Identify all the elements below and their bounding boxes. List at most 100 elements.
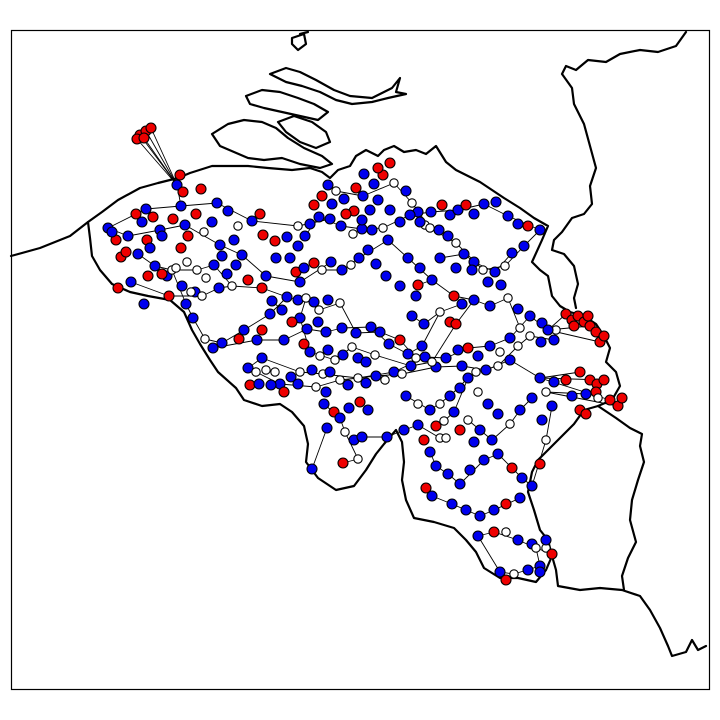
bus-node: [472, 350, 484, 362]
generator-node: [460, 199, 472, 211]
junction-node: [171, 263, 181, 273]
grid-line-edge: [477, 535, 501, 573]
bus-node: [468, 294, 480, 306]
bus-node: [106, 226, 118, 238]
junction-node: [478, 265, 488, 275]
junction-node: [463, 415, 473, 425]
bus-node: [292, 240, 304, 252]
france-east-border: [550, 554, 708, 658]
junction-node: [541, 387, 551, 397]
junction-node: [192, 265, 202, 275]
junction-node: [251, 367, 261, 377]
bus-node: [313, 211, 325, 223]
bus-node: [325, 256, 337, 268]
generator-node: [308, 257, 320, 269]
bus-node: [410, 290, 422, 302]
bus-node: [442, 468, 454, 480]
generator-node: [167, 213, 179, 225]
generator-node: [372, 162, 384, 174]
bus-node: [426, 274, 438, 286]
bus-node: [318, 398, 330, 410]
generator-node: [598, 374, 610, 386]
bus-node: [278, 334, 290, 346]
generator-node: [337, 457, 349, 469]
junction-node: [182, 257, 192, 267]
bus-node: [506, 247, 518, 259]
grid-line-edge: [311, 427, 328, 470]
generator-node: [546, 548, 558, 560]
bus-node: [246, 215, 258, 227]
grid-line-edge: [431, 323, 457, 363]
bus-node: [222, 205, 234, 217]
generator-node: [308, 199, 320, 211]
bus-node: [430, 460, 442, 472]
bus-node: [492, 448, 504, 460]
bus-node: [534, 372, 546, 384]
bus-node: [356, 431, 368, 443]
generator-node: [175, 242, 187, 254]
bus-node: [140, 203, 152, 215]
junction-node: [201, 273, 211, 283]
junction-node: [335, 375, 345, 385]
junction-node: [311, 382, 321, 392]
generator-node: [112, 282, 124, 294]
bus-node: [548, 334, 560, 346]
junction-node: [270, 367, 280, 377]
bus-node: [400, 390, 412, 402]
bus-node: [336, 264, 348, 276]
generator-node: [582, 310, 594, 322]
grid-line-edge: [265, 275, 301, 283]
bus-node: [489, 266, 501, 278]
bus-node: [264, 308, 276, 320]
bus-node: [336, 322, 348, 334]
generator-node: [350, 182, 362, 194]
junction-node: [353, 454, 363, 464]
bus-node: [214, 239, 226, 251]
bus-node: [372, 194, 384, 206]
bus-node: [251, 334, 263, 346]
generator-node: [278, 386, 290, 398]
bus-node: [301, 323, 313, 335]
bus-node: [321, 422, 333, 434]
bus-node: [384, 204, 396, 216]
bus-node: [434, 252, 446, 264]
junction-node: [186, 287, 196, 297]
junction-node: [370, 350, 380, 360]
bus-node: [446, 498, 458, 510]
bus-node: [494, 566, 506, 578]
bus-node: [442, 230, 454, 242]
bus-node: [306, 364, 318, 376]
country-borders: [9, 30, 708, 658]
generator-node: [286, 316, 298, 328]
bus-node: [516, 472, 528, 484]
junction-node: [315, 351, 325, 361]
zeeland-island-1: [210, 118, 334, 170]
bus-node: [540, 534, 552, 546]
generator-node: [120, 246, 132, 258]
bus-node: [180, 298, 192, 310]
bus-node: [482, 276, 494, 288]
bus-node: [281, 291, 293, 303]
bus-node: [221, 268, 233, 280]
bus-node: [482, 398, 494, 410]
bus-node: [207, 342, 219, 354]
bus-node: [206, 216, 218, 228]
netherlands-germany-border: [550, 30, 688, 310]
generator-node: [488, 526, 500, 538]
bus-node: [566, 390, 578, 402]
bus-node: [458, 248, 470, 260]
generator-node: [450, 318, 462, 330]
bus-node: [402, 252, 414, 264]
bus-node: [356, 214, 368, 226]
bus-node: [360, 377, 372, 389]
junction-node: [451, 238, 461, 248]
generator-node: [147, 211, 159, 223]
junction-node: [335, 298, 345, 308]
map-frame: [10, 29, 711, 691]
generator-node: [394, 334, 406, 346]
bus-node: [484, 300, 496, 312]
bus-node: [380, 270, 392, 282]
bus-node: [580, 388, 592, 400]
generator-node: [454, 424, 466, 436]
bus-node: [260, 270, 272, 282]
